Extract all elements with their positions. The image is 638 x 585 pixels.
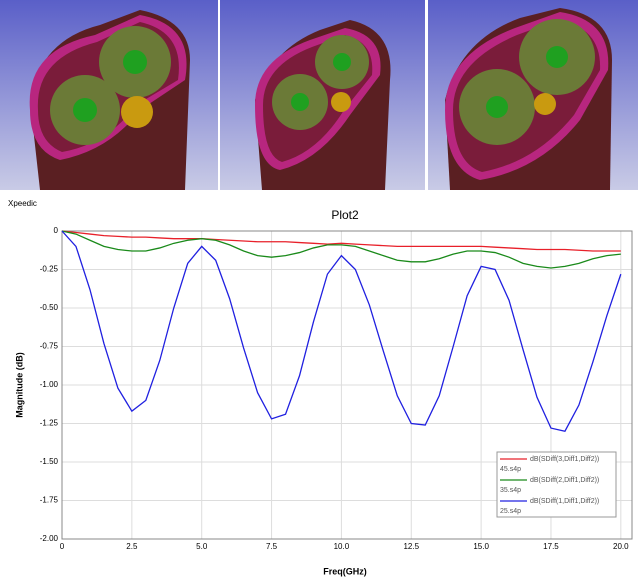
legend-file: 35.s4p <box>500 487 521 494</box>
x-tick-label: 7.5 <box>266 542 278 551</box>
y-tick-label: -0.50 <box>40 303 59 312</box>
series-line <box>61 230 621 252</box>
x-axis-title: Freq(GHz) <box>323 566 367 576</box>
x-tick-label: 5.0 <box>196 542 208 551</box>
chart-title: Plot2 <box>331 208 359 222</box>
y-tick-label: -0.75 <box>40 342 59 351</box>
watermark: Xpeedic <box>8 199 37 208</box>
y-tick-label: 0 <box>54 226 59 235</box>
x-tick-label: 2.5 <box>126 542 138 551</box>
x-tick-label: 10.0 <box>334 542 350 551</box>
legend-file: 25.s4p <box>500 508 521 515</box>
render-3 <box>428 0 638 190</box>
plot-frame <box>61 230 633 540</box>
y-tick-label: -1.25 <box>40 419 59 428</box>
series-line <box>61 230 621 269</box>
render-2 <box>220 0 425 190</box>
x-tick-label: 20.0 <box>613 542 629 551</box>
cable-renders <box>0 0 638 190</box>
legend-box <box>496 451 617 518</box>
y-tick-label: -0.25 <box>40 265 59 274</box>
y-tick-label: -1.00 <box>40 380 59 389</box>
chart: Xpeedic Plot2 Freq(GHz) Magnitude (dB) 0… <box>8 199 633 576</box>
x-tick-label: 15.0 <box>473 542 489 551</box>
legend-label: dB(SDiff(2,Diff1,Diff2)) <box>530 477 599 484</box>
y-axis-title: Magnitude (dB) <box>14 352 24 418</box>
legend-file: 45.s4p <box>500 466 521 473</box>
x-tick-label: 0 <box>60 542 65 551</box>
series-line <box>61 230 622 432</box>
x-tick-label: 17.5 <box>543 542 559 551</box>
legend-label: dB(SDiff(3,Diff1,Diff2)) <box>530 456 599 463</box>
y-tick-label: -2.00 <box>40 534 59 543</box>
render-1 <box>0 0 218 190</box>
legend-label: dB(SDiff(1,Diff1,Diff2)) <box>530 498 599 505</box>
y-tick-label: -1.75 <box>40 496 59 505</box>
x-tick-label: 12.5 <box>403 542 419 551</box>
y-tick-label: -1.50 <box>40 457 59 466</box>
